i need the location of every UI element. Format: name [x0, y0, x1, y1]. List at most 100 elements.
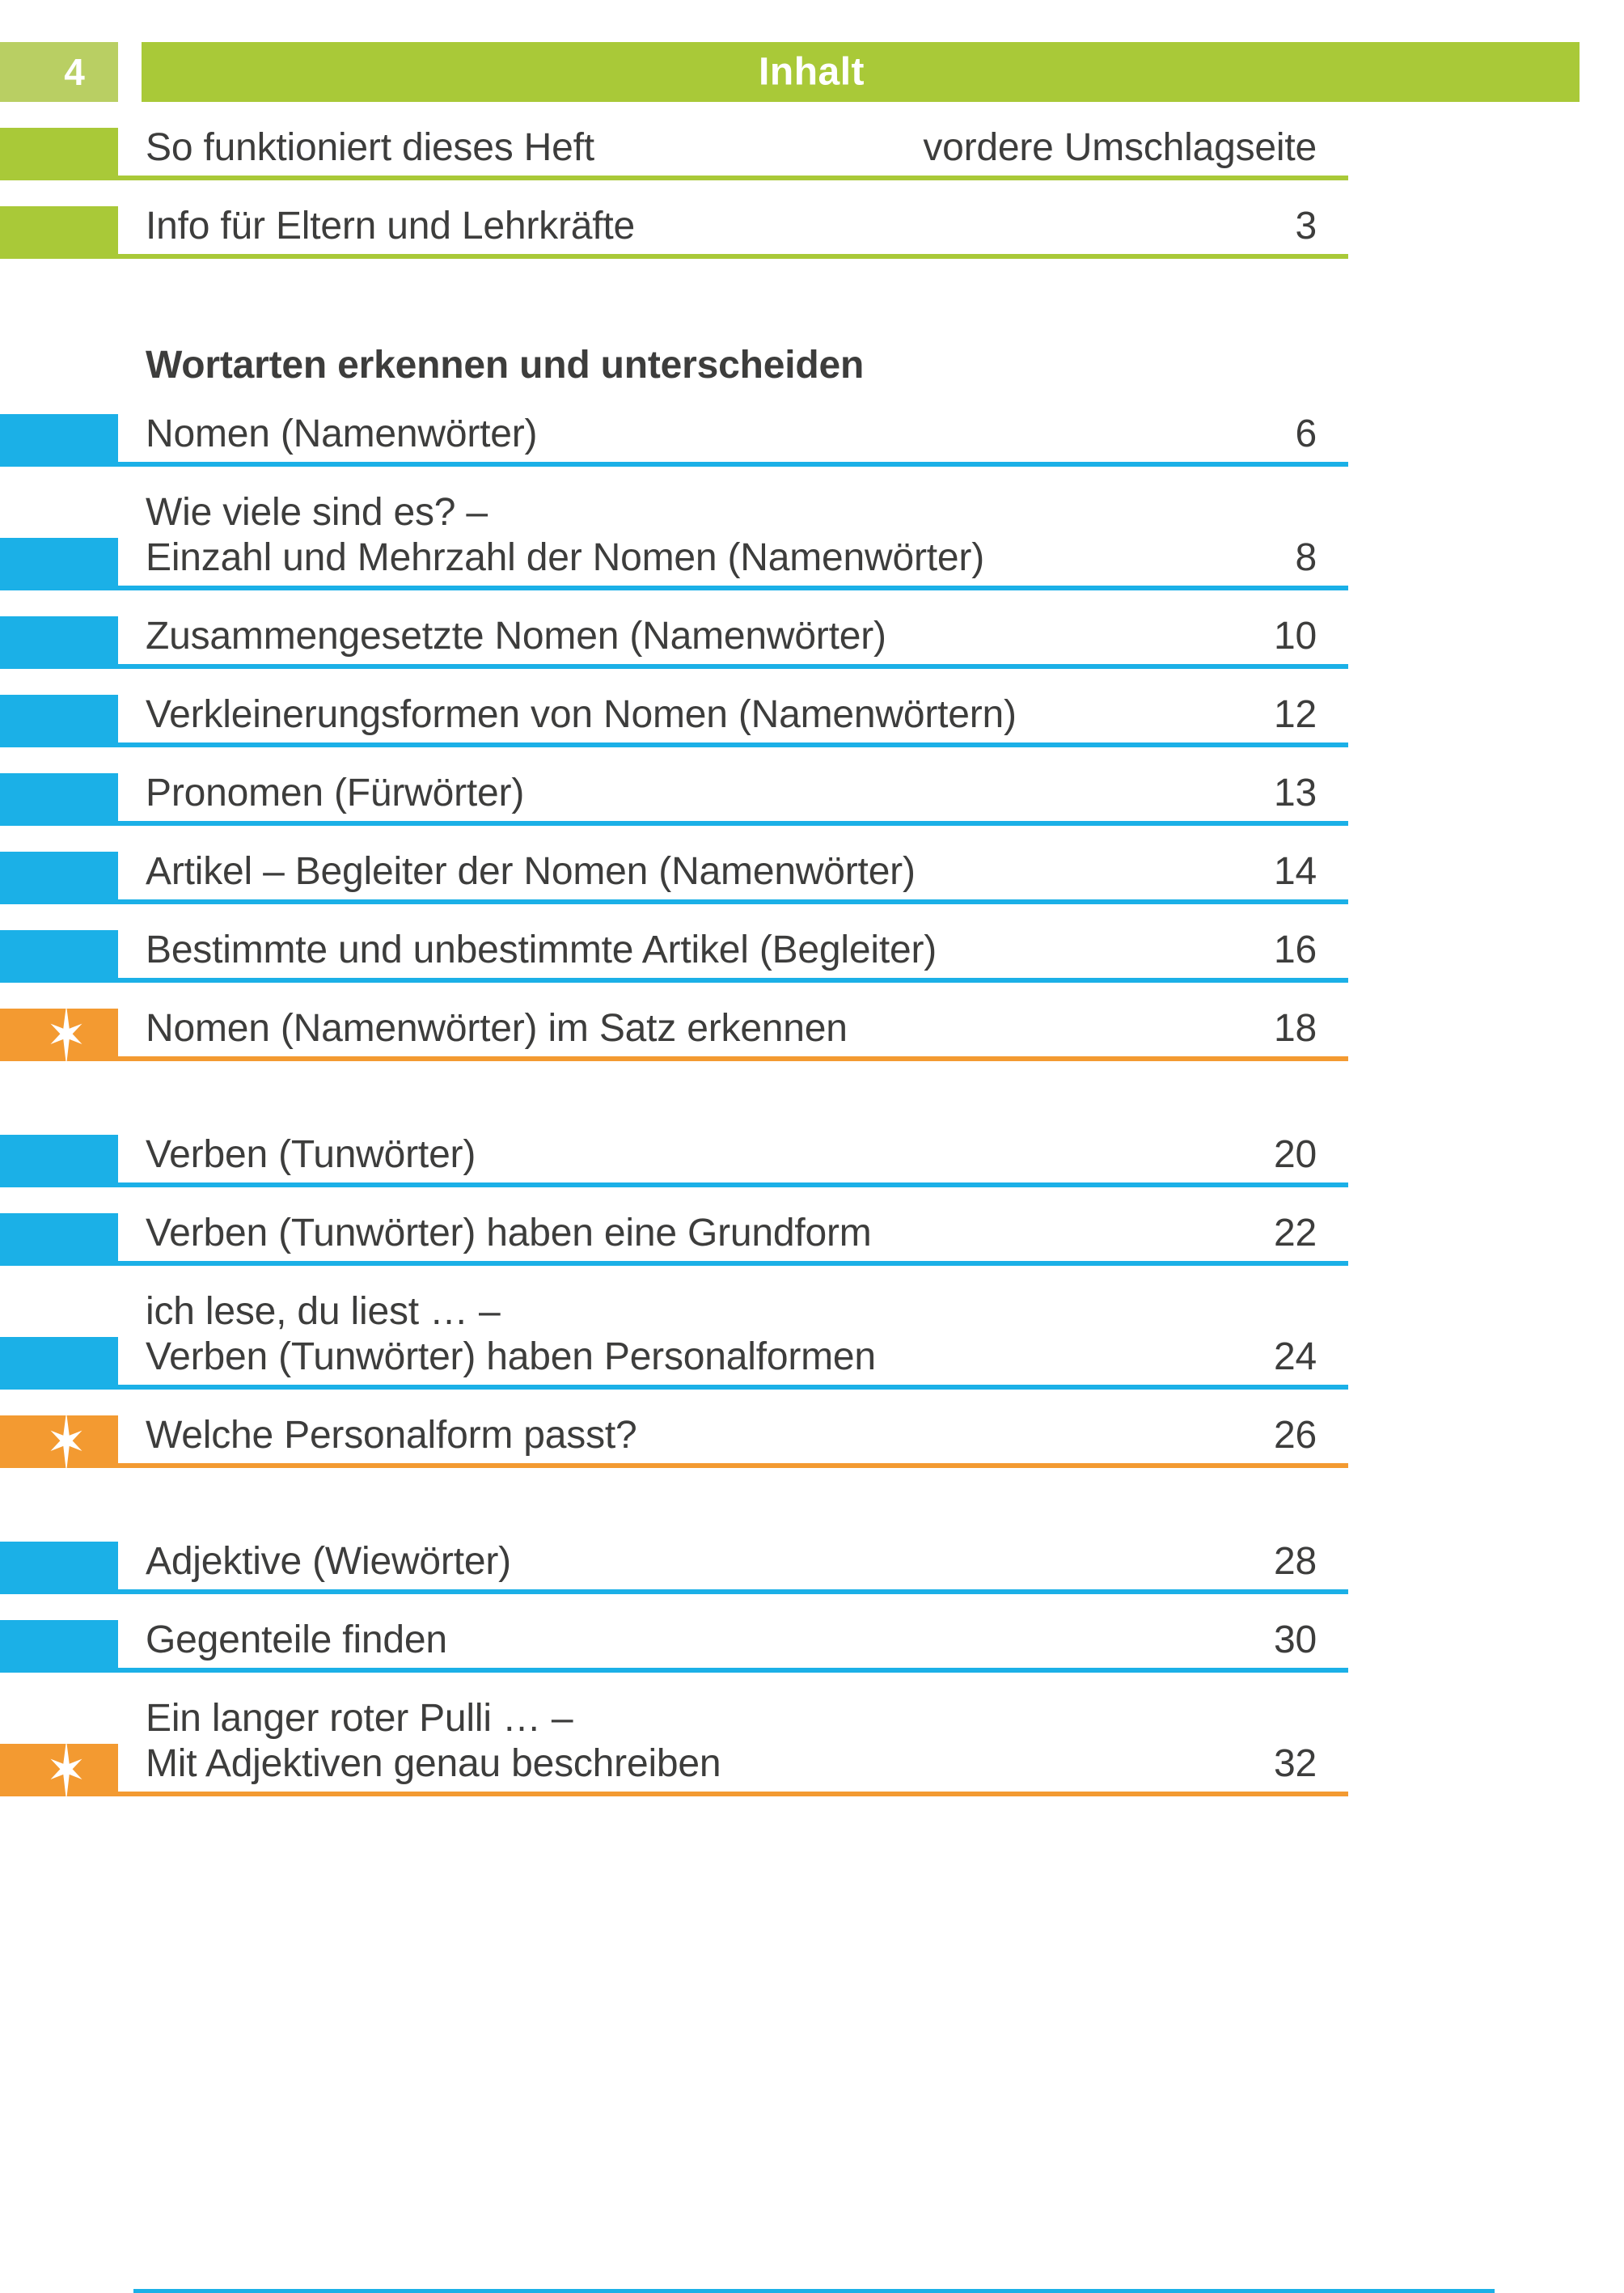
toc-row: ich lese, du liest … – Verben (Tunwörter)…	[0, 1289, 1348, 1390]
toc-list: So funktioniert dieses Heft vordere Umsch…	[0, 102, 1348, 1800]
toc-entry-title-line: Nomen (Namenwörter) im Satz erkennen	[146, 1007, 848, 1050]
page-number-tab: 4	[0, 42, 118, 102]
row-color-bar	[0, 1620, 118, 1673]
toc-entry-title: Info für Eltern und Lehrkräfte	[146, 204, 635, 249]
toc-entry-title-line: Zusammengesetzte Nomen (Namenwörter)	[146, 615, 886, 658]
toc-row: Nomen (Namenwörter) im Satz erkennen 18	[0, 1005, 1348, 1065]
toc-row: Nomen (Namenwörter) 6	[0, 412, 1348, 467]
bottom-rule	[133, 2289, 1495, 2293]
row-color-bar	[0, 1135, 118, 1187]
toc-entry-title: ich lese, du liest … – Verben (Tunwörter)…	[146, 1289, 876, 1380]
toc-page-number: 10	[1274, 615, 1317, 658]
toc-row: Artikel – Begleiter der Nomen (Namenwört…	[0, 849, 1348, 904]
toc-row: Zusammengesetzte Nomen (Namenwörter) 10	[0, 614, 1348, 669]
row-color-bar	[0, 1337, 118, 1390]
row-color-bar	[0, 128, 118, 180]
row-color-bar	[0, 695, 118, 747]
toc-entry-title: Adjektive (Wiewörter)	[146, 1539, 511, 1584]
header-bar: Inhalt	[142, 42, 1580, 102]
toc-entry-title: Nomen (Namenwörter)	[146, 412, 538, 457]
toc-page-number: 28	[1274, 1540, 1317, 1583]
page-title: Inhalt	[759, 50, 865, 94]
toc-page-number: 24	[1274, 1335, 1317, 1378]
toc-row: Pronomen (Fürwörter) 13	[0, 771, 1348, 826]
toc-row: Bestimmte und unbestimmte Artikel (Begle…	[0, 928, 1348, 983]
toc-page-number: 16	[1274, 929, 1317, 971]
toc-entry-title-line: Verben (Tunwörter) haben Personalformen	[146, 1335, 876, 1378]
toc-page-number: 8	[1295, 536, 1317, 579]
toc-page-number: 20	[1274, 1133, 1317, 1176]
row-color-bar	[0, 616, 118, 669]
toc-page-number: 30	[1274, 1618, 1317, 1661]
toc-entry-title-line: Nomen (Namenwörter)	[146, 412, 538, 455]
toc-entry-title: Welche Personalform passt?	[146, 1413, 637, 1458]
toc-entry-title: Gegenteile finden	[146, 1618, 447, 1663]
toc-page-number: 22	[1274, 1212, 1317, 1254]
toc-row: So funktioniert dieses Heft vordere Umsch…	[0, 125, 1348, 180]
toc-row: Adjektive (Wiewörter) 28	[0, 1539, 1348, 1594]
toc-page-number: 18	[1274, 1007, 1317, 1050]
toc-entry-title-line: Artikel – Begleiter der Nomen (Namenwört…	[146, 850, 916, 893]
toc-entry-title-line: So funktioniert dieses Heft	[146, 126, 594, 169]
toc-entry-title: Verben (Tunwörter)	[146, 1132, 476, 1178]
star-icon	[50, 1005, 82, 1065]
toc-entry-title: Wie viele sind es? – Einzahl und Mehrzahl…	[146, 490, 984, 581]
toc-row: Verkleinerungsformen von Nomen (Namenwör…	[0, 692, 1348, 747]
toc-entry-title: Zusammengesetzte Nomen (Namenwörter)	[146, 614, 886, 659]
toc-row: Verben (Tunwörter) 20	[0, 1132, 1348, 1187]
toc-entry-title: Bestimmte und unbestimmte Artikel (Begle…	[146, 928, 937, 973]
toc-entry-title-line: Wie viele sind es? –	[146, 491, 488, 534]
row-color-bar	[0, 1542, 118, 1594]
toc-entry-title-line: Adjektive (Wiewörter)	[146, 1540, 511, 1583]
row-color-bar	[0, 852, 118, 904]
toc-page-number: 3	[1295, 205, 1317, 247]
toc-entry-title-line: Verben (Tunwörter) haben eine Grundform	[146, 1212, 872, 1254]
toc-row: Verben (Tunwörter) haben eine Grundform 2…	[0, 1211, 1348, 1266]
star-badge	[0, 1411, 118, 1472]
toc-page-number: 12	[1274, 693, 1317, 736]
toc-entry-title: So funktioniert dieses Heft	[146, 125, 594, 171]
page-number: 4	[64, 51, 85, 93]
row-color-bar	[0, 414, 118, 467]
toc-row: Info für Eltern und Lehrkräfte 3	[0, 204, 1348, 259]
toc-entry-title-line: Verkleinerungsformen von Nomen (Namenwör…	[146, 693, 1017, 736]
toc-entry-title: Ein langer roter Pulli … – Mit Adjektiven…	[146, 1696, 721, 1787]
toc-entry-title-line: Welche Personalform passt?	[146, 1414, 637, 1457]
toc-page-number: 26	[1274, 1414, 1317, 1457]
toc-entry-title-line: Bestimmte und unbestimmte Artikel (Begle…	[146, 929, 937, 971]
toc-entry-title: Pronomen (Fürwörter)	[146, 771, 524, 816]
star-badge	[0, 1740, 118, 1800]
toc-page-number: 13	[1274, 772, 1317, 814]
toc-entry-title: Verben (Tunwörter) haben eine Grundform	[146, 1211, 872, 1256]
row-color-bar	[0, 206, 118, 259]
star-badge	[0, 1005, 118, 1065]
toc-entry-title-line: ich lese, du liest … –	[146, 1290, 501, 1333]
star-icon	[50, 1411, 82, 1472]
row-color-bar	[0, 930, 118, 983]
toc-page-number: vordere Umschlagseite	[923, 126, 1317, 169]
toc-entry-title-line: Info für Eltern und Lehrkräfte	[146, 205, 636, 247]
toc-row: Welche Personalform passt? 26	[0, 1411, 1348, 1472]
star-icon	[50, 1740, 82, 1800]
toc-entry-title-line: Mit Adjektiven genau beschreiben	[146, 1742, 721, 1785]
toc-entry-title-line: Pronomen (Fürwörter)	[146, 772, 525, 814]
toc-entry-title: Verkleinerungsformen von Nomen (Namenwör…	[146, 692, 1017, 738]
toc-entry-title: Artikel – Begleiter der Nomen (Namenwört…	[146, 849, 916, 895]
page-header: 4 Inhalt	[0, 42, 1624, 102]
toc-entry-title-line: Gegenteile finden	[146, 1618, 447, 1661]
toc-page-number: 32	[1274, 1742, 1317, 1785]
toc-entry-title-line: Einzahl und Mehrzahl der Nomen (Namenwör…	[146, 536, 984, 579]
toc-entry-title-line: Ein langer roter Pulli … –	[146, 1697, 573, 1740]
row-color-bar	[0, 538, 118, 590]
row-color-bar	[0, 1213, 118, 1266]
toc-row: Wie viele sind es? – Einzahl und Mehrzahl…	[0, 490, 1348, 590]
row-color-bar	[0, 773, 118, 826]
toc-entry-title-line: Verben (Tunwörter)	[146, 1133, 476, 1176]
toc-page-number: 6	[1295, 412, 1317, 455]
toc-entry-title: Nomen (Namenwörter) im Satz erkennen	[146, 1006, 848, 1051]
section-heading: Wortarten erkennen und unterscheiden	[146, 344, 865, 387]
toc-row: Gegenteile finden 30	[0, 1618, 1348, 1673]
toc-row: Ein langer roter Pulli … – Mit Adjektiven…	[0, 1696, 1348, 1800]
toc-page-number: 14	[1274, 850, 1317, 893]
